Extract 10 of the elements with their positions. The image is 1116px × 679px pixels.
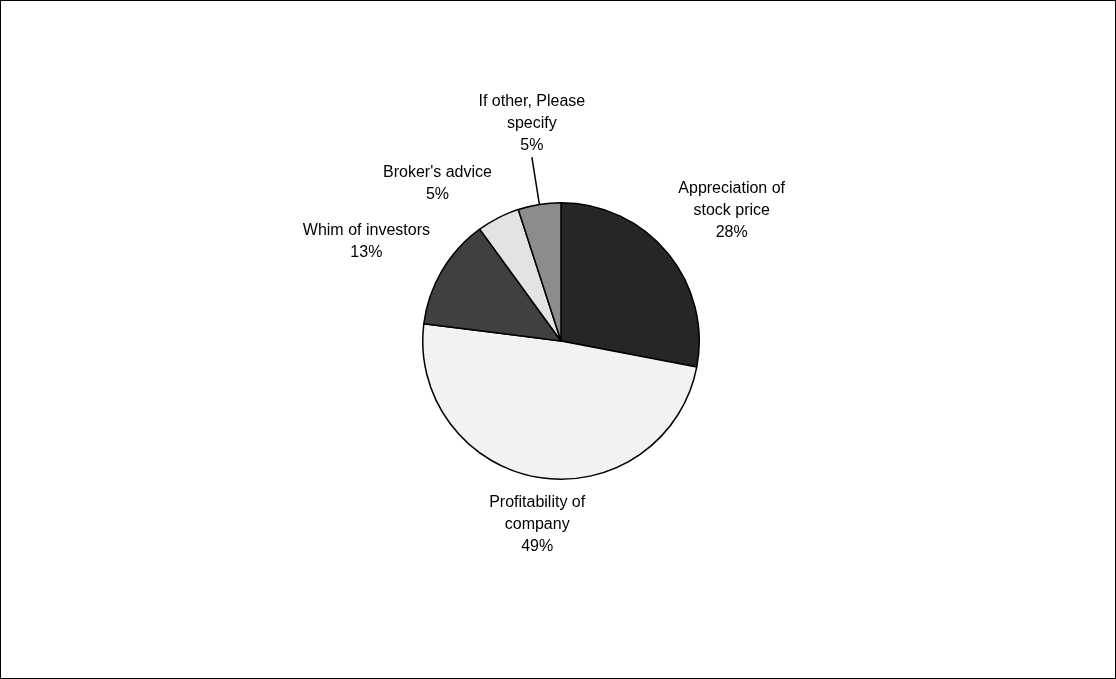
slice-label: If other, Please specify: [478, 92, 586, 132]
slice-label: Appreciation of stock price: [678, 179, 786, 219]
data-label: 5%: [520, 136, 544, 154]
slice-label: Broker's advice: [383, 162, 492, 180]
slice-label: Profitability of company: [489, 492, 586, 532]
data-label: 49%: [521, 536, 554, 554]
data-label: 28%: [715, 223, 748, 241]
data-label: 13%: [350, 242, 383, 260]
slice-label: Whim of investors: [302, 220, 430, 238]
data-label: 5%: [425, 184, 449, 202]
